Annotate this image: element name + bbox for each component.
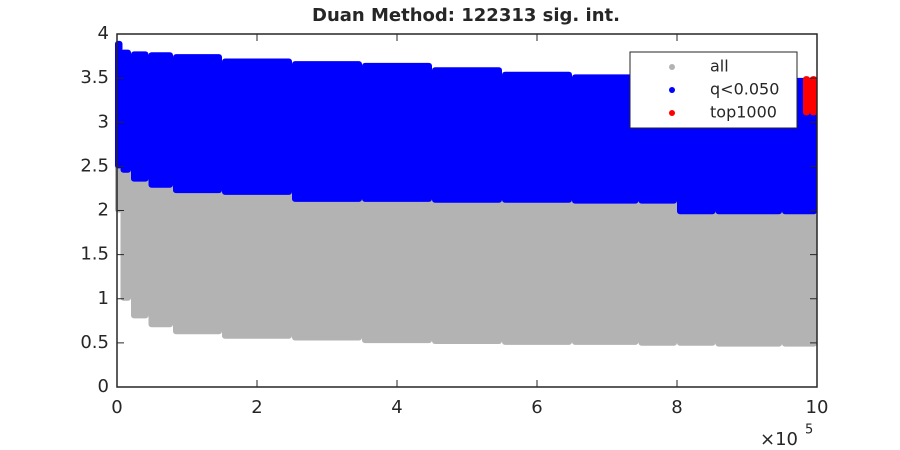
point-cloud xyxy=(803,76,810,116)
point-cloud xyxy=(810,76,817,116)
legend-marker xyxy=(669,87,675,93)
y-tick-label: 1.5 xyxy=(80,244,109,265)
y-tick-label: 3.5 xyxy=(80,67,109,88)
x-exponent: 5 xyxy=(805,423,813,438)
series xyxy=(115,40,817,215)
x-tick-label: 8 xyxy=(671,397,682,418)
point-cloud xyxy=(148,52,173,188)
point-cloud xyxy=(173,54,222,194)
legend-label: q<0.050 xyxy=(710,80,779,99)
point-cloud xyxy=(432,67,502,203)
x-tick-label: 10 xyxy=(806,397,829,418)
y-tick-label: 2 xyxy=(98,200,109,221)
legend-marker xyxy=(669,110,675,116)
point-cloud xyxy=(131,51,149,182)
point-cloud xyxy=(120,49,131,173)
y-tick-label: 4 xyxy=(98,23,109,44)
x-tick-label: 4 xyxy=(391,397,402,418)
x-tick-label: 2 xyxy=(251,397,262,418)
point-cloud xyxy=(292,61,362,202)
plot-area xyxy=(115,40,817,347)
point-cloud xyxy=(572,74,639,204)
point-cloud xyxy=(502,71,572,203)
y-tick-label: 0.5 xyxy=(80,332,109,353)
x-tick-label: 0 xyxy=(111,397,122,418)
point-cloud xyxy=(222,58,292,195)
y-tick-label: 2.5 xyxy=(80,155,109,176)
legend: all q<0.050 top1000 xyxy=(629,51,798,129)
point-cloud xyxy=(362,62,432,202)
x-tick-label: 6 xyxy=(531,397,542,418)
legend-label: top1000 xyxy=(710,103,777,122)
legend-box xyxy=(629,51,798,129)
y-tick-label: 3 xyxy=(98,111,109,132)
series xyxy=(803,76,817,116)
chart-title: Duan Method: 122313 sig. int. xyxy=(312,5,620,26)
y-tick-label: 0 xyxy=(98,376,109,397)
legend-marker xyxy=(669,64,675,70)
x-exponent-label: ×10 xyxy=(760,429,798,450)
y-tick-label: 1 xyxy=(98,288,109,309)
legend-label: all xyxy=(710,57,729,76)
